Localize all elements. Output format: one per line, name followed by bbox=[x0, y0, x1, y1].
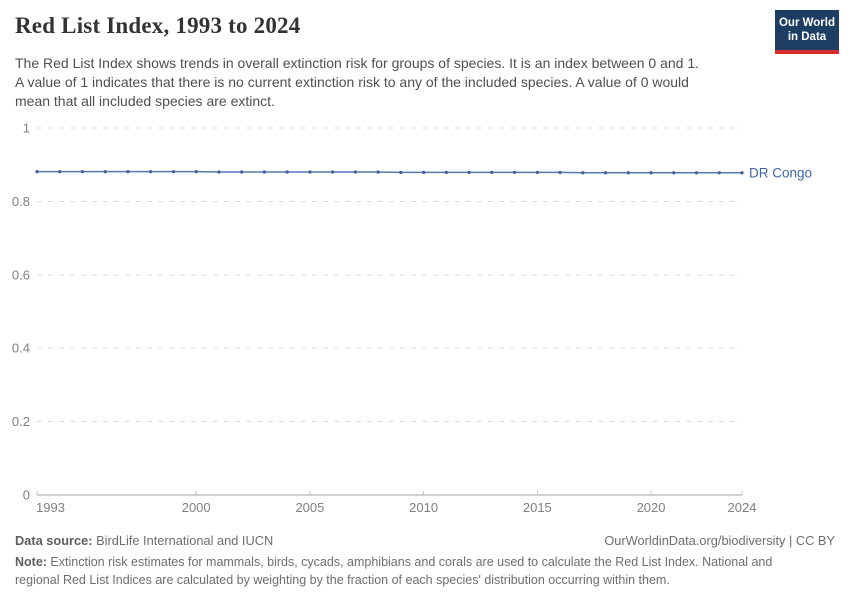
owid-logo-line2: in Data bbox=[787, 31, 827, 44]
series-label[interactable]: DR Congo bbox=[749, 165, 812, 180]
data-point[interactable] bbox=[149, 169, 153, 174]
attribution-link[interactable]: OurWorldinData.org/biodiversity | CC BY bbox=[604, 533, 835, 548]
data-point[interactable] bbox=[740, 171, 744, 175]
y-axis-tick-label: 0.4 bbox=[12, 341, 30, 356]
data-point[interactable] bbox=[58, 169, 62, 174]
x-axis-tick-label: 1993 bbox=[36, 500, 65, 515]
data-source: Data source: BirdLife International and … bbox=[15, 533, 273, 548]
owid-logo-line1: Our World bbox=[778, 17, 835, 29]
data-point[interactable] bbox=[444, 170, 449, 175]
note-text: Extinction risk estimates for mammals, b… bbox=[15, 555, 773, 587]
data-source-value: BirdLife International and IUCN bbox=[92, 533, 274, 548]
x-axis-tick-label: 2020 bbox=[637, 500, 666, 515]
data-point[interactable] bbox=[717, 171, 721, 175]
x-axis-tick-label: 2015 bbox=[523, 500, 552, 515]
data-point[interactable] bbox=[399, 170, 403, 175]
chart-subtitle: The Red List Index shows trends in overa… bbox=[15, 55, 700, 109]
x-axis-tick-label: 2005 bbox=[295, 500, 324, 515]
data-point[interactable] bbox=[467, 170, 471, 175]
data-point[interactable] bbox=[512, 170, 517, 175]
data-point[interactable] bbox=[285, 170, 289, 174]
y-axis-tick-label: 0.8 bbox=[12, 194, 30, 209]
y-axis-tick-label: 0 bbox=[23, 488, 30, 503]
data-point[interactable] bbox=[626, 171, 630, 175]
data-point[interactable] bbox=[239, 170, 244, 174]
data-point[interactable] bbox=[672, 171, 676, 175]
data-point[interactable] bbox=[308, 170, 312, 174]
data-point[interactable] bbox=[217, 170, 221, 174]
data-point[interactable] bbox=[103, 169, 107, 174]
data-point[interactable] bbox=[694, 171, 699, 175]
data-point[interactable] bbox=[490, 170, 494, 175]
y-axis-tick-label: 1 bbox=[23, 121, 30, 136]
data-point[interactable] bbox=[376, 170, 380, 174]
data-point[interactable] bbox=[558, 170, 562, 175]
data-point[interactable] bbox=[421, 170, 426, 175]
data-source-label: Data source: bbox=[15, 533, 93, 548]
data-point[interactable] bbox=[603, 171, 608, 175]
page-title: Red List Index, 1993 to 2024 bbox=[15, 13, 301, 38]
x-axis-tick-label: 2024 bbox=[728, 500, 757, 515]
footer-row: Data source: BirdLife International and … bbox=[15, 533, 835, 548]
data-point[interactable] bbox=[171, 169, 176, 174]
trend-line[interactable] bbox=[37, 170, 742, 174]
data-point[interactable] bbox=[262, 170, 267, 174]
note-label: Note: bbox=[15, 555, 47, 569]
y-axis-tick-label: 0.2 bbox=[12, 414, 30, 429]
data-point[interactable] bbox=[353, 170, 358, 174]
data-point[interactable] bbox=[194, 169, 198, 174]
data-point[interactable] bbox=[35, 169, 39, 174]
x-axis-tick-label: 2000 bbox=[182, 500, 211, 515]
data-point[interactable] bbox=[126, 169, 130, 174]
owid-logo[interactable]: Our World in Data bbox=[775, 10, 839, 54]
data-point[interactable] bbox=[581, 171, 585, 175]
data-point[interactable] bbox=[330, 170, 335, 174]
y-axis-tick-label: 0.6 bbox=[12, 267, 30, 282]
data-point[interactable] bbox=[649, 171, 653, 175]
chart-note: Note: Extinction risk estimates for mamm… bbox=[15, 553, 807, 589]
data-point[interactable] bbox=[80, 169, 85, 174]
data-point[interactable] bbox=[535, 170, 540, 175]
x-axis-tick-label: 2010 bbox=[409, 500, 438, 515]
